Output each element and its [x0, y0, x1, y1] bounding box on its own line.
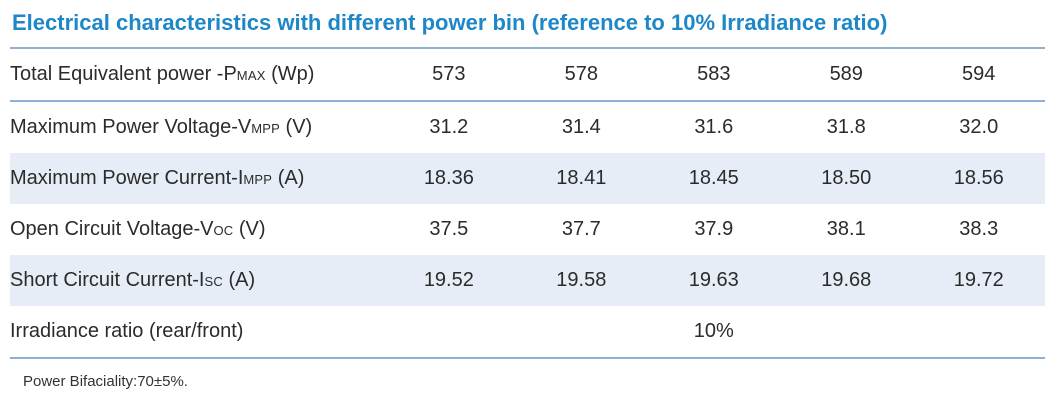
value-cell: 18.41	[556, 167, 607, 189]
row-label-subscript: MAX	[236, 68, 266, 83]
row-label-main: Irradiance ratio (rear/front)	[10, 320, 244, 342]
table-row-impp: Maximum Power Current-IMPP (A) 18.36 18.…	[10, 153, 1045, 204]
row-label-unit: (V)	[279, 116, 313, 138]
table-row-pmax: Total Equivalent power -PMAX (Wp) 573 57…	[10, 49, 1045, 102]
row-label-subscript: MPP	[243, 172, 273, 187]
value-cell: 31.4	[561, 116, 601, 138]
value-cell: 32.0	[959, 116, 999, 138]
value-cell: 578	[515, 49, 648, 102]
row-label-subscript: MPP	[251, 121, 280, 136]
row-label-main: Total Equivalent power -P	[10, 63, 237, 85]
row-label-main: Maximum Power Current-I	[10, 167, 244, 189]
row-label-impp: Maximum Power Current-IMPP (A)	[10, 153, 383, 204]
table-row-irradiance-ratio: Irradiance ratio (rear/front) 10%	[10, 306, 1045, 359]
value-cell: 38.1	[826, 218, 866, 240]
value-cell: 18.45	[688, 167, 739, 189]
table-row-vmpp: Maximum Power Voltage-VMPP (V) 31.2 31.4…	[10, 101, 1045, 153]
value-cell: 19.68	[821, 269, 872, 291]
value-cell: 19.63	[688, 269, 739, 291]
value-cell: 37.7	[561, 218, 601, 240]
datasheet-section: Electrical characteristics with differen…	[10, 0, 1045, 390]
value-cell: 594	[912, 49, 1045, 102]
row-label-isc: Short Circuit Current-ISC (A)	[10, 255, 383, 306]
value-cell: 589	[780, 49, 913, 102]
value-cell: 37.5	[429, 218, 469, 240]
table-row-voc: Open Circuit Voltage-VOC (V) 37.5 37.7 3…	[10, 204, 1045, 255]
value-cell: 31.6	[694, 116, 734, 138]
row-label-pmax: Total Equivalent power -PMAX (Wp)	[10, 49, 383, 102]
row-label-main: Open Circuit Voltage-V	[10, 218, 214, 240]
electrical-characteristics-table: Total Equivalent power -PMAX (Wp) 573 57…	[10, 49, 1045, 359]
value-cell: 583	[647, 49, 781, 102]
row-label-subscript: SC	[204, 274, 223, 289]
row-label-irradiance-ratio: Irradiance ratio (rear/front)	[10, 306, 383, 359]
value-cell: 18.56	[953, 167, 1004, 189]
table-row-isc: Short Circuit Current-ISC (A) 19.52 19.5…	[10, 255, 1045, 306]
value-cell: 19.72	[953, 269, 1004, 291]
value-cell: 18.50	[821, 167, 872, 189]
irradiance-ratio-value: 10%	[382, 306, 1045, 359]
value-cell: 38.3	[959, 218, 999, 240]
value-cell: 18.36	[423, 167, 474, 189]
footnote-power-bifaciality: Power Bifaciality:70±5%.	[23, 373, 188, 390]
row-label-unit: (A)	[222, 269, 256, 291]
row-label-vmpp: Maximum Power Voltage-VMPP (V)	[10, 101, 383, 153]
value-cell: 31.8	[826, 116, 866, 138]
value-cell: 37.9	[694, 218, 734, 240]
value-cell: 19.52	[423, 269, 474, 291]
page-title: Electrical characteristics with differen…	[10, 0, 1045, 49]
row-label-unit: (V)	[233, 218, 266, 240]
row-label-main: Maximum Power Voltage-V	[10, 116, 252, 138]
value-cell: 31.2	[429, 116, 469, 138]
row-label-subscript: OC	[213, 223, 234, 238]
row-label-voc: Open Circuit Voltage-VOC (V)	[10, 204, 383, 255]
row-label-main: Short Circuit Current-I	[10, 269, 205, 291]
row-label-unit: (A)	[272, 167, 305, 189]
row-label-unit: (Wp)	[265, 63, 315, 85]
value-cell: 573	[382, 49, 516, 102]
value-cell: 19.58	[556, 269, 607, 291]
